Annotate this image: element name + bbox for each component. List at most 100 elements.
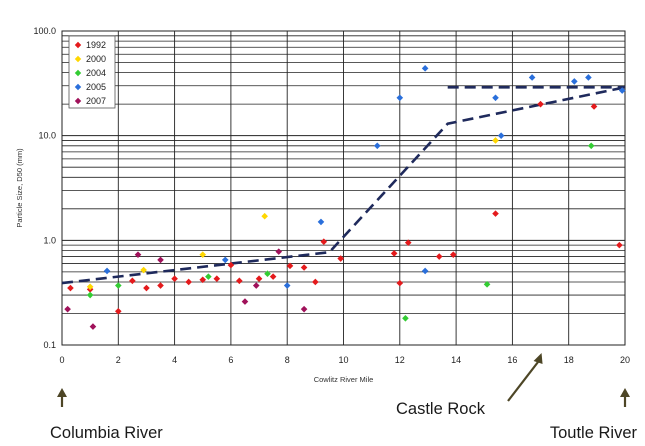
data-point-1992 — [404, 239, 412, 246]
data-point-1992 — [255, 275, 263, 282]
legend-marker-2007 — [74, 97, 82, 105]
data-point-2004 — [264, 270, 271, 277]
y-tick-label: 10.0 — [38, 131, 56, 141]
data-point-2004 — [205, 273, 212, 280]
trend-lines — [61, 86, 626, 285]
data-points — [64, 65, 626, 330]
y-tick-label: 1.0 — [43, 235, 56, 245]
x-tick-label: 8 — [285, 355, 290, 365]
data-point-2000 — [199, 251, 207, 258]
data-point-2005 — [221, 256, 229, 264]
data-point-2005 — [421, 267, 429, 275]
data-point-1992 — [115, 307, 122, 315]
data-point-2005 — [396, 94, 404, 102]
data-point-2007 — [241, 298, 249, 305]
legend-marker-2000 — [74, 55, 82, 63]
data-point-1992 — [449, 251, 457, 258]
data-point-1992 — [616, 241, 623, 249]
x-tick-label: 14 — [451, 355, 461, 365]
trend-line — [61, 86, 626, 285]
data-point-2007 — [64, 305, 71, 313]
data-point-1992 — [312, 278, 319, 286]
data-point-1992 — [199, 276, 207, 284]
data-point-1992 — [590, 103, 598, 110]
y-tick-label: 100.0 — [33, 26, 56, 36]
data-point-2005 — [618, 87, 626, 94]
data-point-1992 — [171, 275, 178, 282]
data-point-1992 — [67, 284, 74, 292]
data-point-2004 — [402, 314, 409, 322]
data-point-2005 — [585, 74, 592, 81]
data-point-1992 — [286, 262, 294, 270]
data-point-2007 — [89, 323, 97, 330]
data-point-2005 — [373, 142, 381, 150]
data-point-2005 — [103, 267, 111, 275]
data-point-2000 — [140, 266, 147, 274]
legend-label-2005: 2005 — [86, 82, 106, 92]
data-point-1992 — [537, 100, 544, 108]
data-point-2005 — [528, 74, 536, 81]
annotation-label: Castle Rock — [396, 400, 486, 418]
data-point-1992 — [320, 238, 328, 246]
legend-marker-2004 — [74, 69, 82, 77]
x-tick-label: 10 — [338, 355, 348, 365]
legend-label-2007: 2007 — [86, 96, 106, 106]
x-tick-label: 18 — [564, 355, 574, 365]
data-point-1992 — [227, 261, 235, 269]
legend-label-2000: 2000 — [86, 54, 106, 64]
annotation-label: Columbia River — [50, 424, 163, 442]
data-point-1992 — [492, 210, 499, 217]
y-tick-label: 0.1 — [43, 340, 56, 350]
data-point-1992 — [143, 284, 150, 292]
data-point-2005 — [492, 94, 499, 102]
gridlines — [61, 31, 626, 346]
data-point-2007 — [252, 282, 260, 289]
data-point-1992 — [435, 253, 443, 260]
annotation-arrow-head — [57, 388, 67, 397]
annotation-arrow-head — [533, 353, 543, 364]
data-point-2005 — [497, 132, 505, 139]
data-point-2004 — [115, 282, 122, 289]
data-point-2007 — [275, 248, 283, 255]
data-point-2007 — [134, 251, 142, 258]
data-point-2007 — [300, 305, 308, 313]
annotation-arrow-head — [620, 388, 630, 397]
data-point-1992 — [213, 275, 221, 282]
x-tick-label: 6 — [228, 355, 233, 365]
data-point-2004 — [587, 142, 595, 150]
annotations: Columbia River Castle Rock Toutle River — [50, 353, 637, 442]
x-tick-label: 4 — [172, 355, 177, 365]
legend-label-2004: 2004 — [86, 68, 106, 78]
x-tick-label: 20 — [620, 355, 630, 365]
legend-label-1992: 1992 — [86, 40, 106, 50]
annotation-label: Toutle River — [550, 424, 638, 442]
x-axis-label: Cowlitz River Mile — [314, 375, 374, 384]
y-axis-label: Particle Size, D50 (mm) — [15, 148, 24, 228]
x-tick-label: 2 — [116, 355, 121, 365]
data-point-2005 — [421, 65, 429, 72]
plot-frame — [61, 30, 626, 346]
data-point-1992 — [390, 250, 398, 257]
data-point-1992 — [300, 264, 308, 271]
y-axis-ticks: 0.1 1.0 10.0 100.0 — [33, 26, 56, 350]
data-point-2000 — [86, 283, 94, 291]
legend: 1992 2000 2004 2005 2007 — [68, 35, 116, 109]
data-point-1992 — [185, 278, 192, 286]
data-point-2007 — [157, 256, 164, 264]
data-point-1992 — [129, 277, 136, 285]
data-point-1992 — [157, 282, 164, 289]
data-point-2005 — [317, 218, 325, 226]
data-point-2004 — [86, 291, 94, 299]
annotation-arrow-shaft — [507, 359, 541, 402]
data-point-2005 — [571, 78, 578, 85]
data-point-2000 — [261, 212, 268, 220]
x-tick-label: 12 — [395, 355, 405, 365]
data-point-2004 — [483, 281, 491, 288]
data-point-1992 — [337, 255, 344, 262]
legend-marker-1992 — [74, 41, 82, 49]
data-point-2005 — [283, 282, 291, 289]
data-point-2000 — [492, 137, 499, 144]
legend-marker-2005 — [74, 83, 82, 91]
data-point-1992 — [396, 279, 404, 287]
data-point-1992 — [236, 277, 243, 285]
